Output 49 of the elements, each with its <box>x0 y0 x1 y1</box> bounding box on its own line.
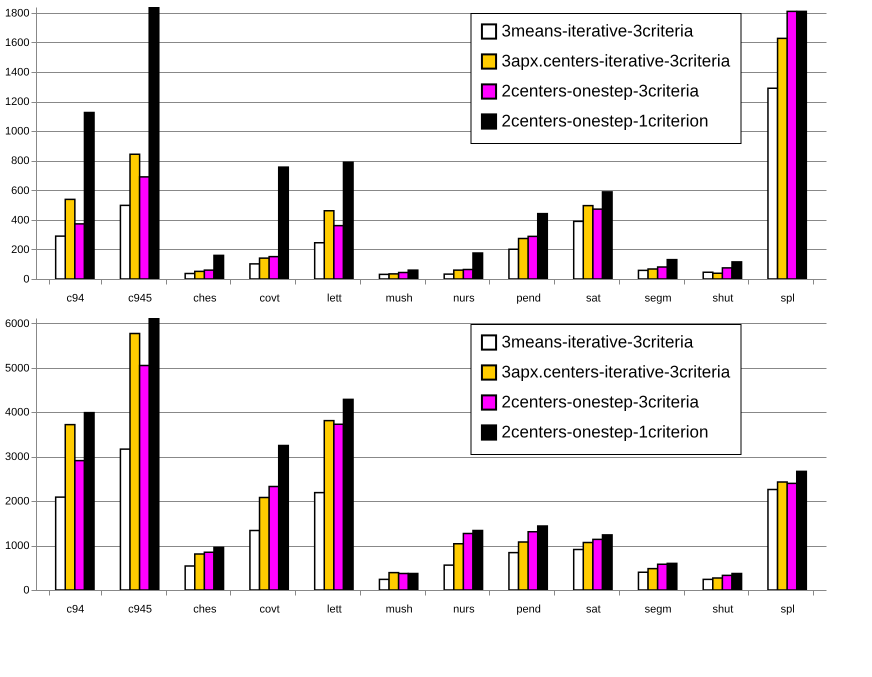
y-tick-label: 1200 <box>5 96 30 108</box>
x-tick-label: c945 <box>128 292 152 304</box>
y-tick-label: 1400 <box>5 66 30 79</box>
x-tick-label: c94 <box>66 292 84 304</box>
x-tick-label: shut <box>712 604 734 616</box>
legend-label: 2centers-onestep-1criterion <box>502 422 708 442</box>
y-tick-label: 0 <box>23 584 30 596</box>
legend-label: 3means-iterative-3criteria <box>502 22 694 40</box>
x-tick-label: sat <box>586 604 601 616</box>
y-tick-label: 0 <box>23 274 30 286</box>
x-tick-label: covt <box>260 292 280 304</box>
y-tick-label: 800 <box>11 155 30 168</box>
y-tick-label: 3000 <box>5 451 30 464</box>
x-tick-label: c945 <box>128 604 152 616</box>
legend-label: 2centers-onestep-3criteria <box>502 82 700 100</box>
y-tick-label: 1600 <box>5 36 30 49</box>
x-tick-label: segm <box>644 604 672 616</box>
y-tick-label: 6000 <box>5 318 30 330</box>
y-tick-label: 1000 <box>5 540 30 552</box>
x-tick-label: nurs <box>453 292 476 304</box>
legend-label: 3means-iterative-3criteria <box>502 332 694 352</box>
y-tick-label: 600 <box>11 184 30 197</box>
legend-label: 3apx.centers-iterative-3criteria <box>502 52 731 70</box>
legend-label: 3apx.centers-iterative-3criteria <box>502 362 731 382</box>
x-tick-label: c94 <box>66 604 84 616</box>
x-tick-label: lett <box>327 604 342 616</box>
y-tick-label: 2000 <box>5 496 30 508</box>
x-tick-label: mush <box>386 604 413 616</box>
y-tick-label: 200 <box>11 244 30 256</box>
x-tick-label: pend <box>516 292 541 304</box>
x-tick-label: sat <box>586 292 601 304</box>
x-tick-label: lett <box>327 292 342 304</box>
x-tick-label: ches <box>193 604 217 616</box>
x-tick-label: mush <box>386 292 413 304</box>
y-tick-label: 400 <box>11 214 30 226</box>
y-tick-label: 4000 <box>5 406 30 419</box>
x-tick-label: covt <box>260 604 280 616</box>
x-tick-label: ches <box>193 292 217 304</box>
legend-label: 2centers-onestep-1criterion <box>502 112 708 130</box>
x-tick-label: segm <box>644 292 672 304</box>
x-tick-label: pend <box>516 604 541 616</box>
x-tick-label: spl <box>780 604 795 616</box>
y-tick-label: 1800 <box>5 7 30 20</box>
legend-label: 2centers-onestep-3criteria <box>502 392 700 412</box>
y-tick-label: 1000 <box>5 126 30 138</box>
x-tick-label: shut <box>712 292 734 304</box>
y-tick-label: 5000 <box>5 362 30 374</box>
x-tick-label: nurs <box>453 604 476 616</box>
x-tick-label: spl <box>780 292 795 304</box>
